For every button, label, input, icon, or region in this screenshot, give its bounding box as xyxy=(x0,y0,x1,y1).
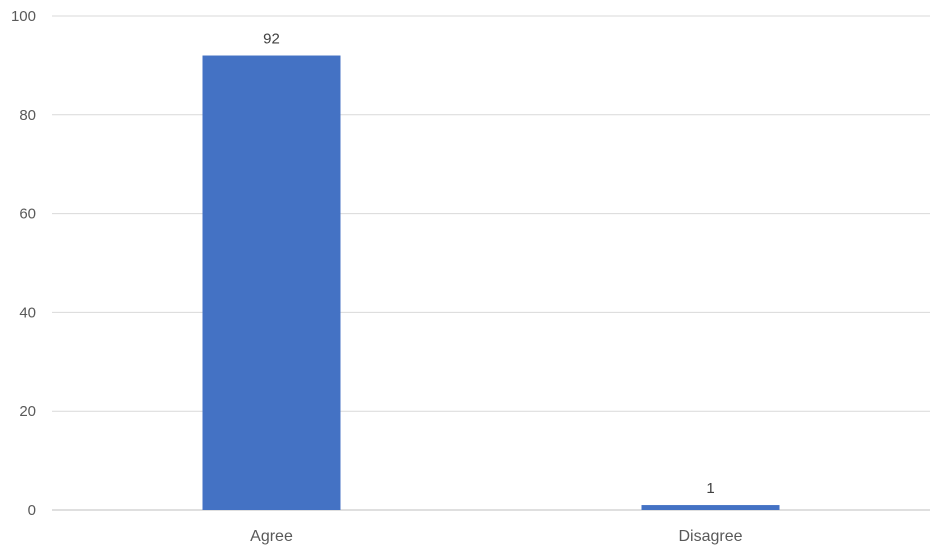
bars xyxy=(202,55,780,511)
y-tick-label: 80 xyxy=(19,107,36,124)
x-category-label: Agree xyxy=(250,528,293,545)
y-tick-label: 20 xyxy=(19,403,36,420)
y-tick-label: 60 xyxy=(19,206,36,223)
y-tick-label: 40 xyxy=(19,304,36,321)
gridlines xyxy=(52,15,930,511)
bar-disagree xyxy=(641,505,780,510)
x-axis-categories: Agree Disagree xyxy=(250,528,742,545)
y-axis-ticks: 0 20 40 60 80 100 xyxy=(11,8,36,519)
data-label-disagree: 1 xyxy=(706,480,714,497)
data-label-agree: 92 xyxy=(263,31,280,48)
bar-agree xyxy=(202,55,341,511)
data-labels: 92 1 xyxy=(263,31,715,498)
y-tick-label: 100 xyxy=(11,8,36,25)
x-category-label: Disagree xyxy=(678,528,742,545)
y-tick-label: 0 xyxy=(28,502,36,519)
